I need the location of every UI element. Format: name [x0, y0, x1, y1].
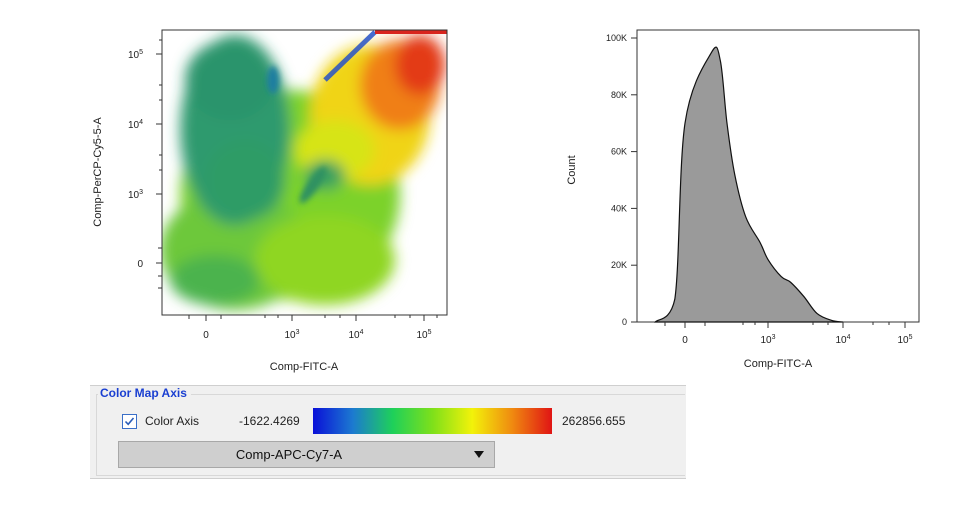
histogram-svg: 0 20K 40K 60K 80K 100K 0 103 104 105 Comp-FIT… [566, 29, 920, 370]
color-map-panel: Color Map Axis Color Axis -1622.4269 262… [90, 385, 686, 479]
hist-ytick-label: 40K [611, 203, 627, 213]
histogram-area [653, 46, 844, 323]
scatter-ytick-1000: 103 [128, 189, 143, 201]
hist-xtick-1000: 103 [760, 334, 775, 346]
color-gradient-bar [313, 408, 552, 434]
color-axis-min: -1622.4269 [239, 414, 300, 428]
color-axis-max: 262856.655 [562, 414, 626, 428]
scatter-xtick-10000: 104 [348, 329, 363, 341]
scatter-density [162, 30, 447, 315]
histogram-y-axis: 0 20K 40K 60K 80K 100K [606, 33, 637, 327]
histogram-x-label: Comp-FITC-A [744, 358, 813, 370]
color-axis-label[interactable]: Color Axis [145, 414, 200, 428]
hist-xtick-100000: 105 [897, 334, 912, 346]
hist-xtick-10000: 104 [835, 334, 850, 346]
scatter-svg: 0 103 104 105 0 103 104 105 Comp-FITC-A … [92, 29, 448, 373]
color-axis-checkbox[interactable] [122, 414, 137, 429]
color-axis-parameter-value: Comp-APC-Cy7-A [235, 447, 343, 462]
chevron-down-icon [474, 451, 484, 458]
color-axis-parameter-select[interactable]: Comp-APC-Cy7-A [118, 441, 495, 468]
scatter-plot: 0 103 104 105 0 103 104 105 Comp-FITC-A … [85, 20, 465, 385]
scatter-xtick-1000: 103 [284, 329, 299, 341]
scatter-xtick-0: 0 [203, 330, 209, 341]
checkmark-icon [124, 417, 135, 426]
histogram-x-axis [664, 322, 906, 328]
hist-ytick-label: 0 [622, 317, 627, 327]
histogram-y-label: Count [566, 155, 578, 184]
scatter-ytick-10000: 104 [128, 119, 143, 131]
scatter-y-label: Comp-PerCP-Cy5-5-A [92, 117, 104, 227]
hist-xtick-0: 0 [682, 335, 688, 346]
color-map-frame [96, 394, 685, 476]
hist-ytick-label: 80K [611, 90, 627, 100]
scatter-xtick-100000: 105 [416, 329, 431, 341]
scatter-x-axis [188, 315, 438, 321]
scatter-ytick-100000: 105 [128, 49, 143, 61]
color-map-title: Color Map Axis [98, 386, 191, 400]
scatter-ytick-0: 0 [137, 259, 143, 270]
hist-ytick-label: 100K [606, 33, 627, 43]
scatter-y-axis [156, 39, 162, 289]
histogram-plot: 0 20K 40K 60K 80K 100K 0 103 104 105 Comp-FIT… [555, 20, 935, 385]
hist-ytick-label: 20K [611, 260, 627, 270]
scatter-x-label: Comp-FITC-A [270, 361, 339, 373]
hist-ytick-label: 60K [611, 147, 627, 157]
